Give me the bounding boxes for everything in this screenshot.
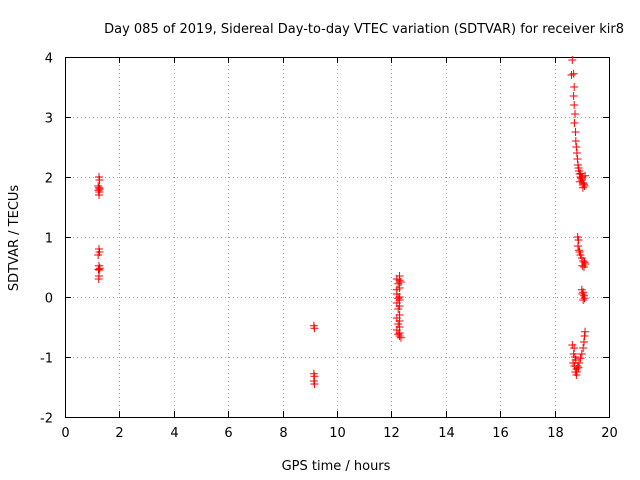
data-point [575, 246, 584, 255]
y-tick-label: 1 [45, 232, 53, 247]
data-point [574, 236, 583, 244]
data-points [94, 56, 590, 388]
data-point [392, 285, 401, 294]
data-point [578, 183, 587, 192]
data-point [310, 324, 319, 333]
x-tick-label: 14 [438, 426, 455, 441]
data-point [570, 119, 579, 127]
x-tick-label: 8 [279, 426, 287, 441]
x-tick-label: 18 [547, 426, 564, 441]
x-tick-label: 0 [61, 426, 69, 441]
data-point [574, 363, 583, 372]
data-point [95, 191, 103, 199]
grid-lines [65, 57, 609, 417]
data-point [570, 101, 579, 109]
data-point [581, 327, 590, 336]
data-point [579, 288, 588, 297]
y-tick-label: 4 [45, 52, 53, 67]
data-point [578, 290, 587, 298]
data-point [572, 149, 581, 157]
plot-frame [65, 57, 610, 418]
data-point [576, 354, 585, 363]
data-point [571, 137, 580, 145]
x-tick-label: 10 [329, 426, 346, 441]
data-point [95, 176, 104, 184]
data-point [579, 344, 588, 352]
data-point [94, 186, 103, 195]
data-point [567, 71, 576, 79]
y-tick-label: 0 [45, 292, 53, 307]
y-axis-label: SDTVAR / TECUs [7, 185, 22, 292]
data-point [310, 372, 319, 381]
data-point [571, 110, 579, 118]
chart-title: Day 085 of 2019, Sidereal Day-to-day VTE… [104, 22, 624, 37]
y-tick-label: 2 [45, 172, 53, 187]
data-point [571, 128, 580, 136]
data-point [310, 380, 319, 388]
data-point [568, 56, 577, 64]
x-tick-label: 12 [383, 426, 400, 441]
data-point [94, 251, 103, 259]
y-tick-labels: -2 -1 0 1 2 3 4 [40, 52, 53, 427]
data-point [577, 350, 586, 358]
data-point [573, 155, 582, 163]
data-point [396, 333, 405, 342]
data-point [579, 180, 588, 189]
data-point [94, 275, 103, 283]
x-tick-label: 6 [224, 426, 232, 441]
data-point [575, 359, 584, 367]
data-point [570, 83, 579, 91]
x-tick-label: 4 [170, 426, 178, 441]
data-point [575, 248, 584, 256]
data-point [570, 344, 579, 352]
data-point [581, 260, 590, 268]
data-point [395, 332, 404, 340]
data-point [394, 305, 403, 313]
x-axis-label: GPS time / hours [282, 459, 391, 474]
x-tick-label: 20 [601, 426, 618, 441]
data-point [95, 264, 104, 273]
data-point [580, 332, 589, 340]
y-tick-label: -2 [40, 412, 53, 427]
x-tick-labels: 0 2 4 6 8 10 12 14 16 18 20 [61, 426, 617, 441]
data-point [579, 296, 588, 304]
data-point [581, 171, 590, 180]
data-point [579, 338, 588, 346]
data-point [94, 265, 103, 274]
x-tick-label: 2 [115, 426, 123, 441]
data-point [394, 294, 403, 303]
data-point [396, 278, 405, 286]
data-point [569, 92, 578, 100]
data-point [573, 242, 582, 250]
y-tick-label: 3 [45, 112, 53, 127]
x-tick-label: 16 [492, 426, 509, 441]
data-point [395, 276, 404, 285]
data-point [576, 169, 585, 178]
data-point [572, 368, 581, 376]
data-point [580, 294, 589, 303]
data-point [580, 182, 589, 190]
data-point [575, 177, 584, 186]
data-point [572, 143, 581, 151]
y-tick-label: -1 [40, 352, 53, 367]
